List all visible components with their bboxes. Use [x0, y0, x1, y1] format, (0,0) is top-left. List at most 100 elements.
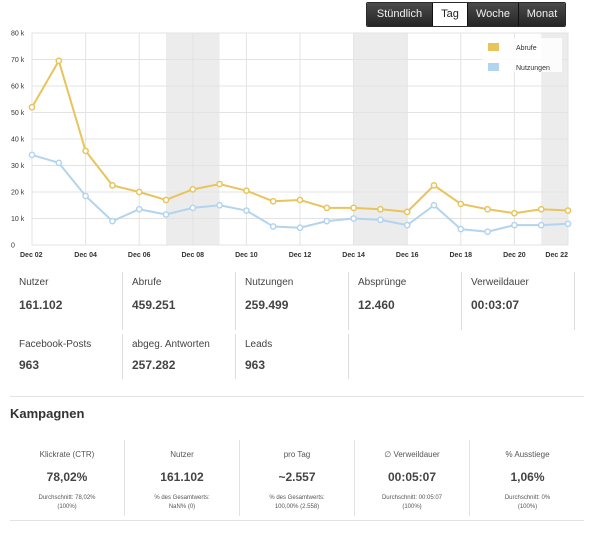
stat-bounces: Absprünge 12.460	[349, 272, 462, 330]
campaign-value: 1,06%	[510, 470, 545, 484]
series-point-1	[216, 201, 223, 209]
series-point-0	[377, 205, 384, 213]
stats-row-primary: Nutzer 161.102 Abrufe 459.251 Nutzungen …	[10, 272, 580, 330]
stat-facebook-posts: Facebook-Posts 963	[10, 334, 123, 379]
series-point-1	[269, 223, 277, 230]
legend-swatch	[488, 63, 499, 71]
y-tick-label: 0	[11, 243, 15, 250]
x-tick-label: Dec 06	[128, 252, 151, 259]
stat-sessions: Nutzungen 259.499	[236, 272, 349, 330]
campaigns-title: Kampagnen	[10, 406, 85, 421]
legend-label: Nutzungen	[516, 65, 550, 72]
series-point-1	[403, 221, 411, 229]
campaign-label: Klickrate (CTR)	[39, 450, 95, 459]
x-tick-label: Dec 18	[450, 252, 473, 259]
series-point-0	[484, 205, 491, 213]
stat-value: 161.102	[19, 298, 63, 312]
y-tick-label: 70 k	[11, 57, 25, 64]
x-tick-label: Dec 22	[545, 252, 568, 259]
campaign-note: % des Gesamtwerts: NaN% (0)	[154, 495, 210, 510]
stat-label: Facebook-Posts	[19, 339, 92, 350]
series-point-1	[55, 159, 63, 167]
x-tick-label: Dec 14	[342, 252, 365, 259]
series-point-0	[403, 208, 411, 216]
period-toggle: Stündlich Tag Woche Monat	[366, 2, 566, 27]
y-tick-label: 20 k	[11, 190, 25, 197]
stat-label: Leads	[245, 339, 273, 350]
y-tick-label: 30 k	[11, 163, 25, 170]
series-point-0	[82, 147, 89, 155]
chart-svg: 0 10 k 20 k 30 k 40 k 50 k 60 k 70 k 80 k Dec 02 D…	[11, 31, 572, 259]
series-point-1	[296, 224, 304, 232]
tab-hourly[interactable]: Stündlich	[367, 3, 433, 26]
x-tick-label: Dec 12	[289, 252, 312, 259]
series-point-0	[109, 182, 116, 189]
tab-monthly[interactable]: Monat	[519, 3, 565, 26]
series-point-1	[323, 217, 331, 225]
x-tick-label: Dec 16	[396, 252, 419, 259]
campaign-avg-duration: ∅ Verweildauer 00:05:07 Durchschnitt: 00…	[355, 440, 470, 516]
campaign-value: ~2.557	[278, 470, 316, 484]
series-point-0	[243, 187, 250, 195]
series-point-0	[457, 200, 465, 208]
x-tick-label: Dec 02	[20, 252, 43, 259]
series-point-1	[537, 221, 545, 229]
series-point-1	[135, 205, 143, 213]
stat-value: 259.499	[245, 298, 289, 312]
stats-grid: Nutzer 161.102 Abrufe 459.251 Nutzungen …	[10, 272, 580, 379]
campaign-value: 00:05:07	[387, 470, 437, 484]
y-tick-label: 10 k	[11, 216, 25, 223]
stat-label: Verweildauer	[471, 277, 529, 288]
y-tick-label: 50 k	[11, 110, 25, 117]
campaign-exits: % Ausstiege 1,06% Durchschnitt: 0% (100%)	[470, 440, 585, 516]
series-point-0	[28, 103, 36, 111]
series-point-0	[189, 186, 197, 193]
campaign-label: Nutzer	[170, 450, 194, 459]
stat-value: 963	[245, 358, 266, 372]
daily-line-chart: 0 10 k 20 k 30 k 40 k 50 k 60 k 70 k 80 k Dec 02 D…	[0, 26, 594, 266]
legend-swatch	[488, 43, 499, 51]
campaign-label: % Ausstiege	[505, 450, 550, 459]
series-point-0	[162, 196, 170, 204]
campaign-stats: Klickrate (CTR) 78,02% Durchschnitt: 78,…	[10, 440, 585, 516]
series-point-1	[457, 225, 465, 233]
tab-daily[interactable]: Tag	[433, 3, 468, 26]
stat-pageviews: Abrufe 459.251	[123, 272, 236, 330]
x-tick-label: Dec 04	[74, 252, 97, 259]
x-tick-label: Dec 10	[235, 252, 258, 259]
tab-weekly[interactable]: Woche	[468, 3, 519, 26]
series-point-0	[55, 57, 63, 65]
y-tick-label: 60 k	[11, 84, 25, 91]
campaign-users: Nutzer 161.102 % des Gesamtwerts: NaN% (0…	[125, 440, 240, 516]
campaign-note: % des Gesamtwerts: 100,00% (2.558)	[269, 495, 325, 510]
campaign-ctr: Klickrate (CTR) 78,02% Durchschnitt: 78,…	[10, 440, 125, 516]
series-point-1	[430, 201, 438, 209]
y-tick-label: 40 k	[11, 137, 25, 144]
series-point-1	[484, 228, 491, 236]
campaign-label: ∅ Verweildauer	[384, 450, 440, 459]
series-point-1	[109, 217, 116, 225]
stat-value: 963	[19, 358, 40, 372]
series-point-0	[430, 182, 438, 189]
campaign-note: Durchschnitt: 78,02% (100%)	[38, 495, 96, 510]
stat-label: Nutzer	[19, 277, 49, 288]
series-point-1	[350, 215, 357, 222]
series-point-1	[189, 204, 197, 212]
series-point-0	[564, 207, 572, 214]
campaign-value: 78,02%	[46, 470, 88, 484]
section-divider	[10, 396, 584, 397]
campaign-value: 161.102	[160, 470, 204, 484]
series-point-0	[135, 188, 143, 196]
stat-value: 00:03:07	[471, 298, 520, 312]
series-point-1	[82, 192, 89, 200]
series-point-0	[537, 205, 545, 213]
campaign-per-day: pro Tag ~2.557 % des Gesamtwerts: 100,00%…	[240, 440, 355, 516]
stats-row-secondary: Facebook-Posts 963 abgeg. Antworten 257.…	[10, 334, 580, 379]
campaign-note: Durchschnitt: 0% (100%)	[504, 495, 551, 510]
series-point-1	[28, 151, 36, 159]
series-point-0	[269, 197, 277, 205]
stat-leads: Leads 963	[236, 334, 349, 379]
series-point-0	[216, 180, 223, 188]
stat-value: 459.251	[132, 298, 176, 312]
stat-label: Nutzungen	[245, 277, 294, 288]
